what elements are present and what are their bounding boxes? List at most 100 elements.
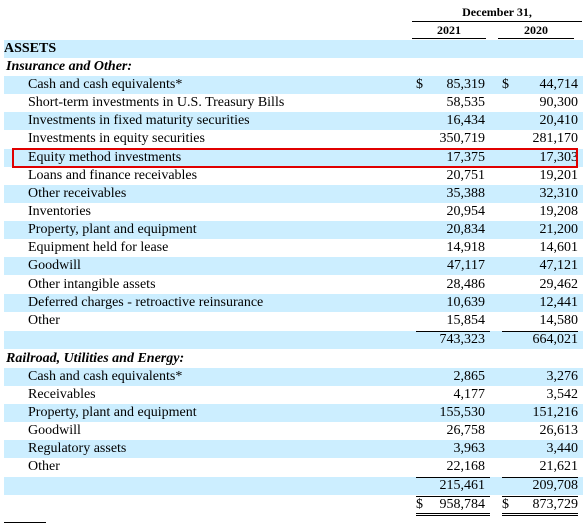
row-label: Investments in fixed maturity securities xyxy=(28,113,250,128)
value-2021: 26,758 xyxy=(446,423,486,438)
table-row: Loans and finance receivables 20,751 19,… xyxy=(4,167,583,185)
value-2021: 2,865 xyxy=(453,369,486,384)
row-label: Receivables xyxy=(28,387,96,402)
subtotal-rule xyxy=(502,331,578,332)
row-label: Investments in equity securities xyxy=(28,131,205,146)
value-2020: 19,208 xyxy=(539,204,579,219)
table-row: Deferred charges - retroactive reinsuran… xyxy=(4,294,583,312)
subtotal-2021: 215,461 xyxy=(439,478,486,493)
total-row: $ 958,784 $ 873,729 xyxy=(4,496,583,516)
row-label: Cash and cash equivalents* xyxy=(28,369,183,384)
value-2020: 21,621 xyxy=(539,459,579,474)
value-2021: 14,918 xyxy=(446,240,486,255)
value-2021: 85,319 xyxy=(446,77,486,92)
total-rule xyxy=(416,496,490,497)
value-2021: 16,434 xyxy=(446,113,486,128)
assets-row: ASSETS xyxy=(4,40,583,58)
subtotal-rule xyxy=(502,477,578,478)
table-row: Cash and cash equivalents* 2,865 3,276 xyxy=(4,368,583,386)
table-row: Property, plant and equipment 20,834 21,… xyxy=(4,221,583,239)
table-row: Regulatory assets 3,963 3,440 xyxy=(4,440,583,458)
value-2020: 47,121 xyxy=(539,258,579,273)
currency-symbol: $ xyxy=(416,497,423,512)
value-2020: 20,410 xyxy=(539,113,579,128)
table-row: Receivables 4,177 3,542 xyxy=(4,386,583,404)
row-label: Regulatory assets xyxy=(28,441,127,456)
row-label: Cash and cash equivalents* xyxy=(28,77,183,92)
year-2020-header: 2020 xyxy=(498,22,574,39)
row-label: Equipment held for lease xyxy=(28,240,169,255)
total-double-rule xyxy=(502,513,578,516)
row-label: Inventories xyxy=(28,204,91,219)
table-row: Other intangible assets 28,486 29,462 xyxy=(4,276,583,294)
table-row: Inventories 20,954 19,208 xyxy=(4,203,583,221)
table-row: Investments in fixed maturity securities… xyxy=(4,112,583,130)
subtotal-2021: 743,323 xyxy=(439,332,486,347)
row-label: Goodwill xyxy=(28,423,81,438)
table-row: Other 22,168 21,621 xyxy=(4,458,583,476)
highlight-box xyxy=(12,148,578,168)
table-row: Other 15,854 14,580 xyxy=(4,312,583,330)
value-2020: 14,580 xyxy=(539,313,579,328)
table-row: Investments in equity securities 350,719… xyxy=(4,130,583,148)
value-2020: 44,714 xyxy=(539,77,579,92)
value-2021: 20,751 xyxy=(446,168,486,183)
value-2020: 17,303 xyxy=(539,150,579,165)
value-2021: 15,854 xyxy=(446,313,486,328)
category-label: Railroad, Utilities and Energy: xyxy=(6,351,185,366)
table-row: Goodwill 47,117 47,121 xyxy=(4,257,583,275)
row-label: Deferred charges - retroactive reinsuran… xyxy=(28,295,264,310)
subtotal-2020: 664,021 xyxy=(532,332,579,347)
table-row: Short-term investments in U.S. Treasury … xyxy=(4,94,583,112)
value-2021: 20,834 xyxy=(446,222,486,237)
value-2020: 32,310 xyxy=(539,186,579,201)
value-2020: 3,440 xyxy=(546,441,579,456)
value-2021: 35,388 xyxy=(446,186,486,201)
row-label: Property, plant and equipment xyxy=(28,222,197,237)
value-2020: 26,613 xyxy=(539,423,579,438)
value-2021: 17,375 xyxy=(446,150,486,165)
table-row: Cash and cash equivalents* $ 85,319 $ 44… xyxy=(4,76,583,94)
value-2021: 10,639 xyxy=(446,295,486,310)
value-2020: 3,276 xyxy=(546,369,579,384)
value-2021: 28,486 xyxy=(446,277,486,292)
value-2021: 58,535 xyxy=(446,95,486,110)
subtotal-rule xyxy=(416,331,490,332)
value-2020: 3,542 xyxy=(546,387,579,402)
total-2020: 873,729 xyxy=(532,497,579,512)
row-label: Goodwill xyxy=(28,258,81,273)
subtotal-2020: 209,708 xyxy=(532,478,579,493)
year-2021-header: 2021 xyxy=(412,22,486,39)
subtotal-row: 215,461 209,708 xyxy=(4,477,583,495)
date-header: December 31, xyxy=(412,3,582,22)
value-2021: 155,530 xyxy=(439,405,486,420)
table-row: Goodwill 26,758 26,613 xyxy=(4,422,583,440)
value-2021: 350,719 xyxy=(439,131,486,146)
table-row: Equity method investments 17,375 17,303 xyxy=(4,149,583,167)
table-row: Other receivables 35,388 32,310 xyxy=(4,185,583,203)
row-label: Equity method investments xyxy=(28,150,182,165)
total-double-rule xyxy=(416,513,490,516)
value-2020: 21,200 xyxy=(539,222,579,237)
table-row: Property, plant and equipment 155,530 15… xyxy=(4,404,583,422)
value-2020: 151,216 xyxy=(532,405,579,420)
section-title: ASSETS xyxy=(4,41,57,56)
subtotal-row: 743,323 664,021 xyxy=(4,331,583,349)
value-2020: 90,300 xyxy=(539,95,579,110)
category-label: Insurance and Other: xyxy=(6,59,133,74)
value-2020: 12,441 xyxy=(539,295,579,310)
value-2021: 22,168 xyxy=(446,459,486,474)
currency-symbol: $ xyxy=(502,77,509,92)
table-row: Equipment held for lease 14,918 14,601 xyxy=(4,239,583,257)
row-label: Other xyxy=(28,459,60,474)
footnote-rule xyxy=(4,522,46,523)
currency-symbol: $ xyxy=(416,77,423,92)
row-label: Other xyxy=(28,313,60,328)
subtotal-rule xyxy=(416,477,490,478)
row-label: Property, plant and equipment xyxy=(28,405,197,420)
row-label: Loans and finance receivables xyxy=(28,168,198,183)
value-2020: 19,201 xyxy=(539,168,579,183)
row-label: Other receivables xyxy=(28,186,127,201)
total-2021: 958,784 xyxy=(439,497,486,512)
value-2020: 14,601 xyxy=(539,240,579,255)
